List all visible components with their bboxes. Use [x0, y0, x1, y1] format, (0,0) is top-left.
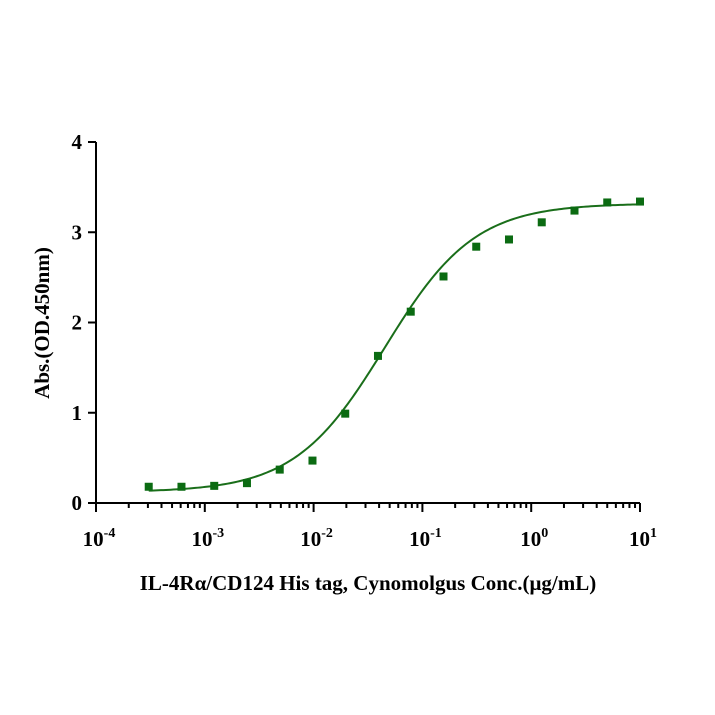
x-tick-label: 10-3 [191, 526, 224, 551]
data-point [177, 482, 186, 491]
data-point [210, 481, 219, 490]
x-tick-exponent: -1 [430, 526, 442, 541]
y-tick-label: 2 [72, 311, 83, 335]
x-tick-base: 10 [191, 527, 212, 551]
data-point [504, 235, 513, 244]
y-tick-label: 4 [72, 130, 83, 154]
x-axis-title: IL-4Rα/CD124 His tag, Cynomolgus Conc.(μ… [140, 571, 596, 595]
x-tick-label: 100 [520, 526, 548, 551]
data-point [373, 351, 382, 360]
x-tick-exponent: -2 [321, 526, 333, 541]
x-tick-base: 10 [629, 527, 650, 551]
data-point [537, 218, 546, 227]
x-tick-label: 10-4 [83, 526, 116, 551]
data-point [406, 307, 415, 316]
data-point [439, 272, 448, 281]
x-tick-exponent: -4 [104, 526, 116, 541]
x-tick-label: 101 [629, 526, 657, 551]
data-point [570, 206, 579, 215]
data-point [308, 456, 317, 465]
data-point [144, 482, 153, 491]
data-point [472, 242, 481, 251]
y-axis-title: Abs.(OD.450nm) [30, 247, 54, 399]
x-tick-exponent: 1 [650, 526, 657, 541]
data-point [341, 409, 350, 418]
y-tick-label: 1 [72, 401, 83, 425]
x-tick-base: 10 [520, 527, 541, 551]
x-tick-exponent: 0 [541, 526, 548, 541]
x-tick-base: 10 [409, 527, 430, 551]
data-point [242, 479, 251, 488]
x-tick-label: 10-1 [409, 526, 442, 551]
data-point [636, 197, 644, 206]
data-point [275, 465, 284, 474]
x-tick-base: 10 [83, 527, 104, 551]
y-tick-label: 0 [72, 491, 83, 515]
y-tick-label: 3 [72, 220, 83, 244]
data-point [603, 198, 612, 207]
x-tick-label: 10-2 [300, 526, 333, 551]
x-tick-exponent: -3 [212, 526, 224, 541]
fit-curve [148, 203, 641, 492]
x-tick-base: 10 [300, 527, 321, 551]
